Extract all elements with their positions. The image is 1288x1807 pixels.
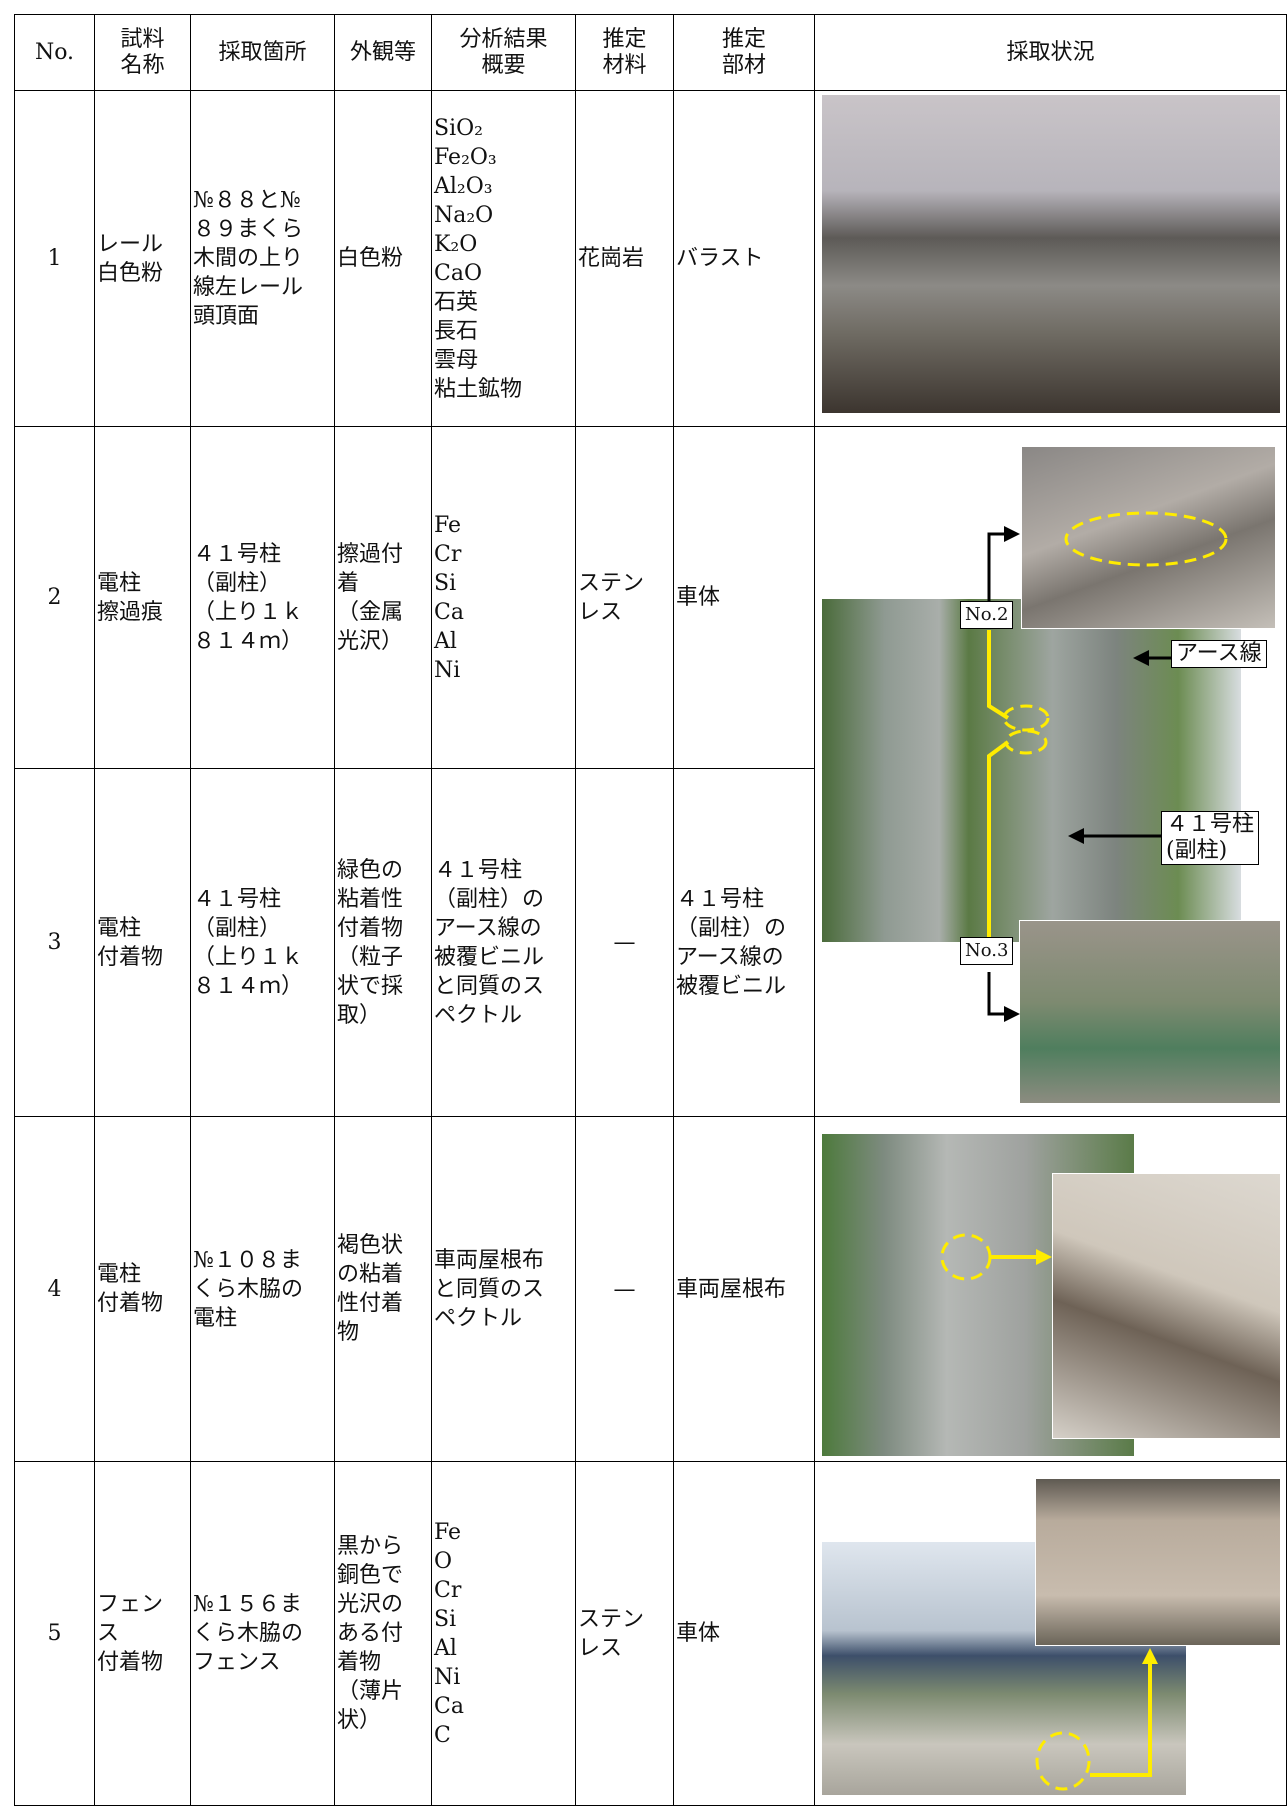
- cell: 電柱 付着物: [94, 768, 191, 1117]
- cell: Fe O Cr Si Al Ni Ca C: [431, 1461, 576, 1806]
- header: 採取状況: [814, 14, 1287, 91]
- cell: SiO₂ Fe₂O₃ Al₂O₃ Na₂O K₂O CaO 石英 長石 雲母 粘…: [431, 90, 576, 427]
- cell: 擦過付 着 （金属 光沢）: [334, 426, 432, 769]
- cell: フェン ス 付着物: [94, 1461, 191, 1806]
- cell: ４１号柱 （副柱）の アース線の 被覆ビニル と同質のス ペクトル: [431, 768, 576, 1117]
- cell: 車体: [673, 1461, 815, 1806]
- header: 推定 材料: [575, 14, 674, 91]
- cell: —: [575, 1116, 674, 1462]
- photo-scrape-closeup: [1021, 446, 1276, 629]
- photo-green-closeup: [1019, 920, 1281, 1104]
- cell: ４１号柱 （副柱） （上り１ｋ ８１４ｍ）: [190, 768, 335, 1117]
- cell: —: [575, 768, 674, 1117]
- cell: ４１号柱 （副柱） （上り１ｋ ８１４ｍ）: [190, 426, 335, 769]
- cell: 緑色の 粘着性 付着物 （粒子 状で採 取）: [334, 768, 432, 1117]
- photo-fence-closeup: [1035, 1478, 1281, 1646]
- header: 外観等: [334, 14, 432, 91]
- header: 試料 名称: [94, 14, 191, 91]
- cell: 白色粉: [334, 90, 432, 427]
- cell: 電柱 擦過痕: [94, 426, 191, 769]
- header: 推定 部材: [673, 14, 815, 91]
- cell: №８８と№ ８９まくら 木間の上り 線左レール 頭頂面: [190, 90, 335, 427]
- cell: ステン レス: [575, 1461, 674, 1806]
- cell: バラスト: [673, 90, 815, 427]
- cell: №１０８ま くら木脇の 電柱: [190, 1116, 335, 1462]
- header: No.: [14, 14, 95, 91]
- header-row: No. 試料 名称 採取箇所 外観等 分析結果 概要 推定 材料 推定 部材 採…: [14, 14, 1287, 91]
- label-no2: No.2: [960, 601, 1014, 629]
- cell: 車両屋根布: [673, 1116, 815, 1462]
- cell: 2: [14, 426, 95, 769]
- cell: 花崗岩: [575, 90, 674, 427]
- cell: 車両屋根布 と同質のス ペクトル: [431, 1116, 576, 1462]
- cell: Fe Cr Si Ca Al Ni: [431, 426, 576, 769]
- label-pole: ４１号柱 (副柱): [1161, 811, 1260, 865]
- cell: 黒から 銅色で 光沢の ある付 着物 （薄片 状）: [334, 1461, 432, 1806]
- photo-rail: [821, 94, 1281, 414]
- header: 採取箇所: [190, 14, 335, 91]
- cell: №１５６ま くら木脇の フェンス: [190, 1461, 335, 1806]
- cell: 電柱 付着物: [94, 1116, 191, 1462]
- cell: 4: [14, 1116, 95, 1462]
- cell: ステン レス: [575, 426, 674, 769]
- label-earth-wire: アース線: [1171, 640, 1267, 668]
- cell: 褐色状 の粘着 性付着 物: [334, 1116, 432, 1462]
- cell: 1: [14, 90, 95, 427]
- row: 3 電柱 付着物 ４１号柱 （副柱） （上り１ｋ ８１４ｍ） 緑色の 粘着性 付…: [14, 768, 1287, 1117]
- cell: レール 白色粉: [94, 90, 191, 427]
- photo-roof-cloth-closeup: [1052, 1173, 1281, 1439]
- cell: 5: [14, 1461, 95, 1806]
- label-no3: No.3: [960, 937, 1014, 965]
- header: 分析結果 概要: [431, 14, 576, 91]
- cell: 3: [14, 768, 95, 1117]
- cell: 車体: [673, 426, 815, 769]
- cell: ４１号柱 （副柱）の アース線の 被覆ビニル: [673, 768, 815, 1117]
